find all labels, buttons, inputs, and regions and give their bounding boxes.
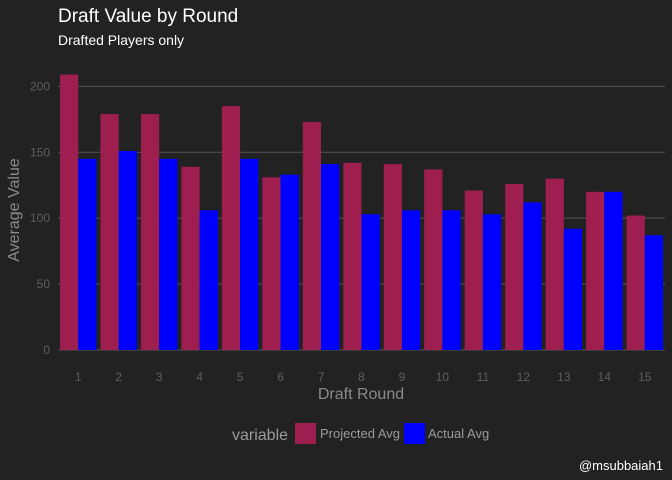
chart-subtitle: Drafted Players only [58, 32, 184, 48]
y-tick-label: 200 [30, 79, 50, 93]
bar-actual-avg [118, 150, 137, 350]
bar-actual-avg [604, 191, 623, 350]
bar-actual-avg [563, 228, 583, 350]
x-tick-label: 4 [196, 370, 203, 384]
bar-projected-avg [505, 183, 524, 350]
bar-projected-avg [383, 164, 402, 350]
y-tick-label: 50 [37, 277, 51, 291]
bar-projected-avg [586, 191, 605, 350]
y-tick-label: 150 [30, 145, 50, 159]
y-axis-ticks: 0 50 100 150 200 [30, 79, 50, 357]
bar-actual-avg [280, 174, 299, 350]
bar-actual-avg [78, 158, 97, 350]
bar-projected-avg [262, 177, 281, 350]
x-tick-label: 12 [517, 370, 531, 384]
bar-projected-avg [464, 190, 483, 350]
x-axis-ticks: 1 2 3 4 5 6 7 8 9 10 11 12 13 14 15 [75, 370, 652, 384]
caption: @msubbaiah1 [579, 458, 663, 473]
x-tick-label: 7 [318, 370, 325, 384]
x-tick-label: 8 [358, 370, 365, 384]
legend-label-actual: Actual Avg [428, 426, 489, 441]
bar-actual-avg [442, 210, 461, 350]
x-axis-title: Draft Round [318, 386, 404, 403]
x-tick-label: 15 [638, 370, 652, 384]
bar-projected-avg [302, 121, 322, 350]
x-tick-label: 14 [598, 370, 612, 384]
x-tick-label: 10 [436, 370, 450, 384]
y-tick-label: 100 [30, 211, 50, 225]
x-tick-label: 3 [156, 370, 163, 384]
legend-swatch-projected [295, 423, 316, 444]
legend: variable Projected Avg Actual Avg [232, 423, 489, 444]
legend-title: variable [232, 427, 288, 444]
y-axis-title: Average Value [6, 158, 23, 262]
chart-title: Draft Value by Round [58, 6, 238, 27]
x-tick-label: 11 [477, 370, 490, 384]
bar-projected-avg [221, 106, 241, 351]
x-tick-label: 1 [75, 370, 82, 384]
bar-projected-avg [626, 215, 645, 350]
bar-projected-avg [424, 169, 443, 350]
bar-projected-avg [545, 178, 564, 350]
bar-actual-avg [159, 158, 178, 350]
bar-actual-avg [321, 164, 340, 350]
bar-actual-avg [644, 235, 663, 350]
bar-projected-avg [60, 74, 79, 350]
bar-actual-avg [523, 202, 542, 350]
bar-actual-avg [240, 158, 259, 350]
x-tick-label: 13 [557, 370, 571, 384]
x-tick-label: 5 [237, 370, 244, 384]
bars [60, 74, 663, 351]
legend-label-projected: Projected Avg [320, 426, 400, 441]
bar-projected-avg [100, 114, 119, 350]
bar-projected-avg [181, 166, 200, 350]
legend-swatch-actual [404, 423, 425, 444]
bar-actual-avg [401, 210, 421, 350]
bar-actual-avg [482, 214, 502, 350]
bar-actual-avg [199, 210, 218, 350]
bar-actual-avg [361, 214, 380, 350]
y-tick-label: 0 [43, 343, 50, 357]
bar-projected-avg [140, 114, 160, 350]
x-tick-label: 2 [115, 370, 122, 384]
bar-projected-avg [343, 162, 362, 350]
x-tick-label: 6 [277, 370, 284, 384]
x-tick-label: 9 [399, 370, 406, 384]
